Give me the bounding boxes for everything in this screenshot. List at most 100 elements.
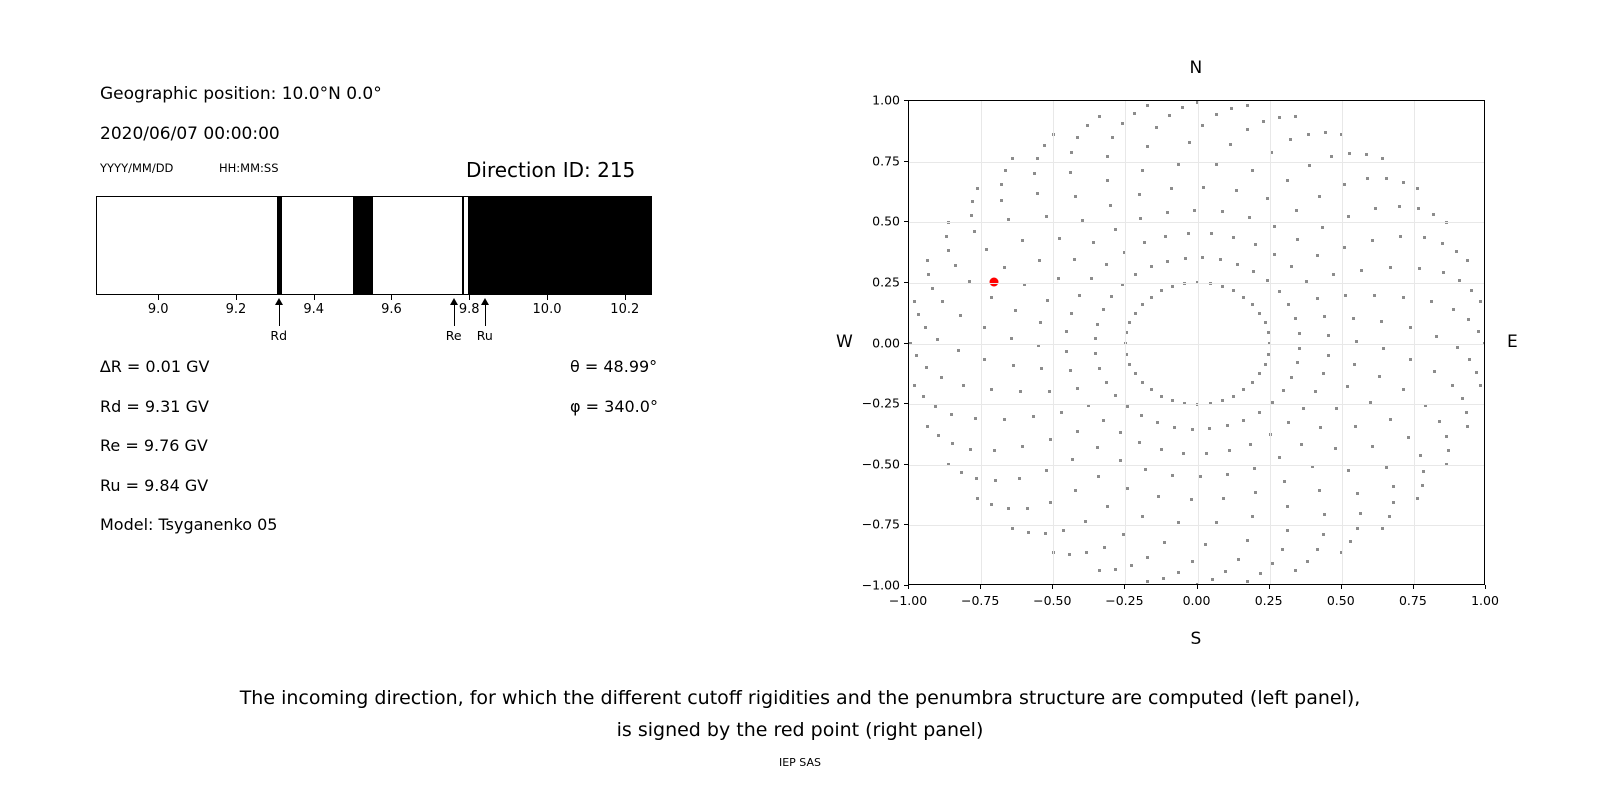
- direction-id-label: Direction ID: 215: [466, 158, 636, 182]
- selected-direction-point[interactable]: [989, 277, 999, 287]
- direction-point: [1380, 157, 1384, 161]
- direction-point: [1353, 424, 1357, 428]
- direction-point: [1162, 541, 1166, 545]
- direction-point: [1253, 490, 1257, 494]
- direction-point: [1343, 183, 1347, 187]
- direction-point: [1318, 488, 1322, 492]
- direction-point: [1265, 196, 1269, 200]
- direction-point: [1106, 155, 1110, 159]
- direction-point: [1132, 111, 1136, 115]
- direction-point: [1085, 551, 1089, 555]
- direction-point: [926, 259, 930, 263]
- direction-point: [1091, 241, 1095, 245]
- direction-point: [1165, 211, 1169, 215]
- direction-point: [1467, 357, 1471, 361]
- direction-point: [1430, 300, 1434, 304]
- direction-point: [1245, 104, 1249, 108]
- direction-point: [1124, 352, 1128, 356]
- direction-point: [1089, 277, 1093, 281]
- axis-tick: [235, 295, 237, 300]
- direction-point: [1252, 466, 1256, 470]
- x-axis-tick-label: 0.25: [1254, 593, 1283, 608]
- direction-point: [989, 295, 993, 299]
- direction-point: [1423, 404, 1427, 408]
- direction-point: [1073, 488, 1077, 492]
- direction-point: [1356, 527, 1360, 531]
- direction-point: [1220, 398, 1224, 402]
- direction-point: [1401, 180, 1405, 184]
- axis-tick: [158, 295, 160, 300]
- direction-point: [1104, 262, 1108, 266]
- direction-point: [1478, 300, 1482, 304]
- direction-point: [1318, 195, 1322, 198]
- direction-point: [958, 313, 962, 317]
- gridline-horizontal: [909, 464, 1484, 466]
- x-axis-tick-label: 1.00: [1471, 593, 1499, 608]
- direction-point: [1380, 526, 1384, 530]
- direction-point: [1458, 278, 1462, 282]
- direction-point: [1478, 383, 1482, 387]
- direction-point: [1157, 494, 1161, 498]
- axis-tick: [547, 295, 549, 300]
- direction-point: [973, 417, 977, 421]
- direction-point: [1230, 107, 1234, 111]
- stat-line: Model: Tsyganenko 05: [100, 515, 278, 535]
- direction-point: [1278, 115, 1282, 119]
- axis-tick-label: 9.2: [225, 302, 247, 317]
- direction-point: [915, 354, 919, 358]
- direction-point: [1339, 550, 1343, 554]
- direction-point: [1319, 425, 1323, 429]
- direction-point: [1277, 290, 1281, 294]
- direction-point: [1138, 441, 1142, 445]
- direction-point: [1076, 429, 1080, 433]
- y-axis-tick: [904, 403, 908, 405]
- direction-point: [913, 383, 917, 387]
- direction-point: [1189, 498, 1193, 502]
- compass-south-label: S: [1190, 629, 1202, 649]
- direction-point: [1435, 334, 1439, 338]
- direction-point: [1120, 121, 1124, 125]
- direction-point: [1351, 316, 1355, 320]
- direction-point: [1043, 531, 1047, 535]
- stat-line: θ = 48.99°: [570, 357, 658, 376]
- stat-line: Rd = 9.31 GV: [100, 396, 209, 416]
- direction-point: [1025, 506, 1029, 510]
- direction-point: [1475, 370, 1479, 374]
- direction-point: [1297, 331, 1301, 335]
- direction-point: [1323, 131, 1327, 135]
- direction-point: [1096, 322, 1100, 326]
- direction-point: [1057, 277, 1061, 281]
- direction-point: [1416, 207, 1420, 211]
- direction-point: [1209, 232, 1213, 236]
- direction-point: [1295, 361, 1299, 365]
- direction-point: [1182, 451, 1186, 455]
- direction-point: [1287, 421, 1291, 425]
- direction-point: [1128, 362, 1132, 366]
- direction-point: [1381, 347, 1385, 351]
- direction-point: [1334, 446, 1338, 450]
- direction-point: [1294, 209, 1298, 213]
- direction-point: [1098, 367, 1102, 371]
- y-axis-tick-label: 0.75: [872, 153, 900, 169]
- direction-point: [983, 357, 987, 361]
- direction-point: [1000, 198, 1004, 202]
- y-axis-tick-label: −0.25: [861, 395, 900, 411]
- direction-point: [1380, 320, 1384, 324]
- datetime-label: 2020/06/07 00:00:00: [100, 124, 280, 144]
- direction-point: [1193, 208, 1197, 212]
- direction-point: [1366, 177, 1370, 181]
- direction-point: [1258, 311, 1262, 315]
- direction-point: [1076, 136, 1080, 140]
- direction-point: [1298, 346, 1302, 350]
- direction-point: [1242, 418, 1246, 422]
- direction-point: [1370, 239, 1374, 243]
- direction-point: [976, 186, 980, 190]
- direction-point: [1159, 394, 1163, 398]
- direction-point: [1190, 427, 1194, 431]
- direction-point: [1035, 192, 1039, 196]
- direction-point: [1392, 501, 1396, 505]
- direction-point: [1170, 187, 1174, 191]
- direction-point: [1183, 256, 1187, 260]
- x-axis-tick: [1124, 585, 1126, 589]
- y-axis-tick: [904, 342, 908, 344]
